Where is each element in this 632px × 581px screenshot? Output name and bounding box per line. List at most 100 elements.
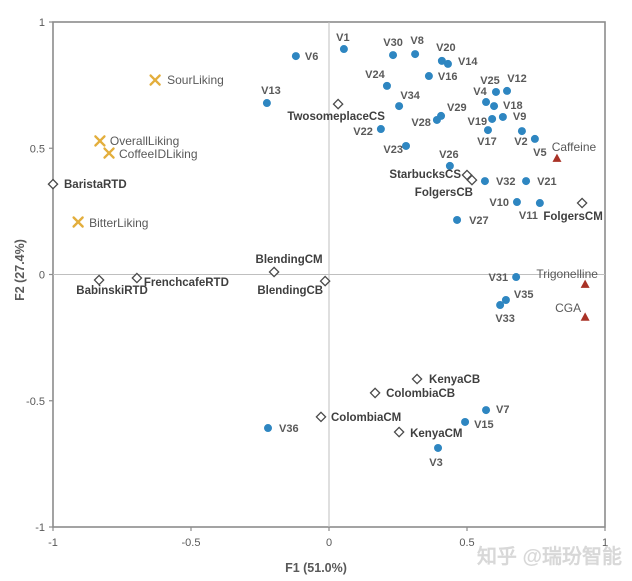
marker-V25	[491, 87, 500, 96]
x-tick-label-3: 0.5	[459, 537, 474, 549]
label-BabinskiRTD: BabinskiRTD	[76, 285, 148, 297]
watermark: 知乎 @瑞玢智能	[477, 544, 622, 568]
marker-BaristaRTD	[47, 178, 59, 190]
y-axis-title: F2 (27.4%)	[13, 239, 27, 301]
marker-BlendingCM	[268, 266, 280, 278]
label-V27: V27	[469, 215, 489, 227]
marker-BitterLiking	[72, 216, 84, 228]
y-tick-label-4: -1	[35, 522, 45, 534]
x-tick-label-4: 1	[602, 537, 608, 549]
x-tick-label-2: 0	[326, 537, 332, 549]
label-ColombiaCB: ColombiaCB	[386, 388, 455, 400]
marker-Caffeine	[552, 153, 562, 162]
marker-V30	[389, 51, 398, 60]
marker-BabinskiRTD	[93, 274, 105, 286]
y-tick-label-3: -0.5	[26, 396, 45, 408]
label-V22: V22	[353, 126, 373, 138]
label-V20: V20	[436, 42, 456, 54]
label-FolgersCB: FolgersCB	[415, 187, 473, 199]
label-V1: V1	[336, 32, 349, 44]
label-StarbucksCS: StarbucksCS	[389, 169, 461, 181]
marker-BlendingCB	[319, 275, 331, 287]
marker-V1	[339, 45, 348, 54]
marker-V19	[488, 114, 497, 123]
y-tick-label-2: 0	[39, 270, 45, 282]
axes-layer: -1 -0.5 0 0.5 1 1 0.5 0 -0.5 -1	[26, 17, 608, 549]
label-OverallLiking: OverallLiking	[110, 134, 179, 148]
label-V21: V21	[537, 176, 557, 188]
marker-V33	[496, 301, 505, 310]
label-V4: V4	[473, 86, 487, 98]
marker-Trigonelline	[580, 279, 590, 288]
marker-V35	[501, 296, 510, 305]
label-V9: V9	[513, 111, 526, 123]
marker-V9	[498, 112, 507, 121]
label-ColombiaCM: ColombiaCM	[331, 412, 401, 424]
label-V8: V8	[410, 35, 423, 47]
marker-V14	[443, 59, 452, 68]
label-V35: V35	[514, 289, 534, 301]
label-V24: V24	[365, 69, 385, 81]
marker-V21	[522, 177, 531, 186]
label-V25: V25	[480, 75, 500, 87]
marker-V23	[402, 141, 411, 150]
marker-FrenchcafeRTD	[131, 272, 143, 284]
marker-V4	[482, 98, 491, 107]
marker-V26	[445, 161, 454, 170]
marker-V8	[411, 50, 420, 59]
marker-OverallLiking	[94, 135, 106, 147]
marker-TwosomeplaceCS	[332, 98, 344, 110]
x-axis-title: F1 (51.0%)	[285, 561, 347, 575]
label-V11: V11	[519, 210, 538, 222]
marker-V3	[434, 443, 443, 452]
marker-V13	[262, 99, 271, 108]
marker-FolgersCB	[466, 174, 478, 186]
label-TwosomeplaceCS: TwosomeplaceCS	[287, 111, 385, 123]
label-BlendingCB: BlendingCB	[257, 285, 323, 297]
label-V36: V36	[279, 423, 299, 435]
marker-SourLiking	[149, 74, 161, 86]
label-V31: V31	[489, 272, 509, 284]
label-KenyaCB: KenyaCB	[429, 374, 480, 386]
marker-V28	[432, 115, 441, 124]
marker-V17	[483, 126, 492, 135]
label-V10: V10	[489, 197, 509, 209]
x-tick-label-1: -0.5	[182, 537, 201, 549]
label-Caffeine: Caffeine	[552, 140, 597, 154]
label-V29: V29	[447, 102, 467, 114]
label-CoffeeIDLiking: CoffeeIDLiking	[119, 147, 198, 161]
label-SourLiking: SourLiking	[167, 73, 224, 87]
label-FolgersCM: FolgersCM	[543, 211, 602, 223]
label-V16: V16	[438, 71, 458, 83]
marker-KenyaCM	[393, 426, 405, 438]
label-FrenchcafeRTD: FrenchcafeRTD	[144, 277, 229, 289]
label-Trigonelline: Trigonelline	[536, 267, 598, 281]
label-BitterLiking: BitterLiking	[89, 216, 148, 230]
marker-V32	[480, 177, 489, 186]
label-V28: V28	[411, 117, 431, 129]
label-V32: V32	[496, 176, 516, 188]
marker-V20	[437, 56, 446, 65]
marker-V36	[264, 424, 273, 433]
marker-V10	[512, 198, 521, 207]
marker-V18	[490, 102, 499, 111]
marker-V6	[291, 52, 300, 61]
label-V7: V7	[496, 404, 509, 416]
marker-CoffeeIDLiking	[103, 147, 115, 159]
label-V14: V14	[458, 56, 478, 68]
label-V5: V5	[533, 147, 546, 159]
label-V33: V33	[495, 313, 515, 325]
marker-FolgersCM	[576, 197, 588, 209]
marker-V12	[503, 86, 512, 95]
marker-V2	[517, 127, 526, 136]
y-tick-label-0: 1	[39, 17, 45, 29]
marker-V5	[530, 134, 539, 143]
label-V13: V13	[261, 85, 281, 97]
marker-ColombiaCM	[315, 411, 327, 423]
label-CGA: CGA	[555, 301, 581, 315]
label-BaristaRTD: BaristaRTD	[64, 179, 127, 191]
marker-ColombiaCB	[369, 387, 381, 399]
